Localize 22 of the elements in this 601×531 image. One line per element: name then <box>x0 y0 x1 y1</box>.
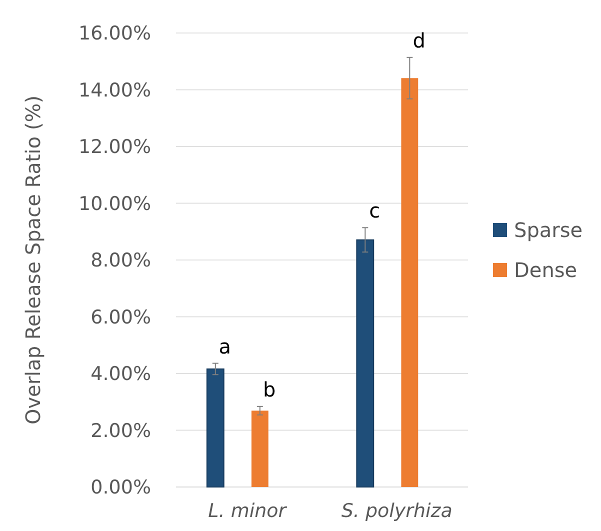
y-tick-label: 4.00% <box>90 363 151 386</box>
bar <box>356 239 374 488</box>
y-tick-label: 14.00% <box>78 79 151 102</box>
y-tick-label: 2.00% <box>90 420 151 442</box>
bar <box>251 410 268 487</box>
y-tick-label: 10.00% <box>78 192 151 215</box>
annotation: b <box>263 377 276 402</box>
legend-label: Dense <box>514 258 578 282</box>
bar <box>401 78 418 487</box>
x-tick-label: S. polyrhiza <box>341 500 452 522</box>
annotation: c <box>369 198 380 223</box>
annotation: d <box>412 28 426 52</box>
y-tick-label: 8.00% <box>90 250 151 272</box>
y-tick-label: 12.00% <box>78 136 151 158</box>
bar <box>206 368 224 488</box>
legend-label: Sparse <box>514 218 583 242</box>
x-tick-label: L. minor <box>208 500 288 522</box>
y-tick-label: 0.00% <box>90 476 151 499</box>
y-axis-title: Overlap Release Space Ratio (%) <box>21 95 45 425</box>
y-tick-label: 6.00% <box>90 306 151 328</box>
annotation: a <box>218 334 231 358</box>
y-tick-label: 16.00% <box>78 22 151 45</box>
